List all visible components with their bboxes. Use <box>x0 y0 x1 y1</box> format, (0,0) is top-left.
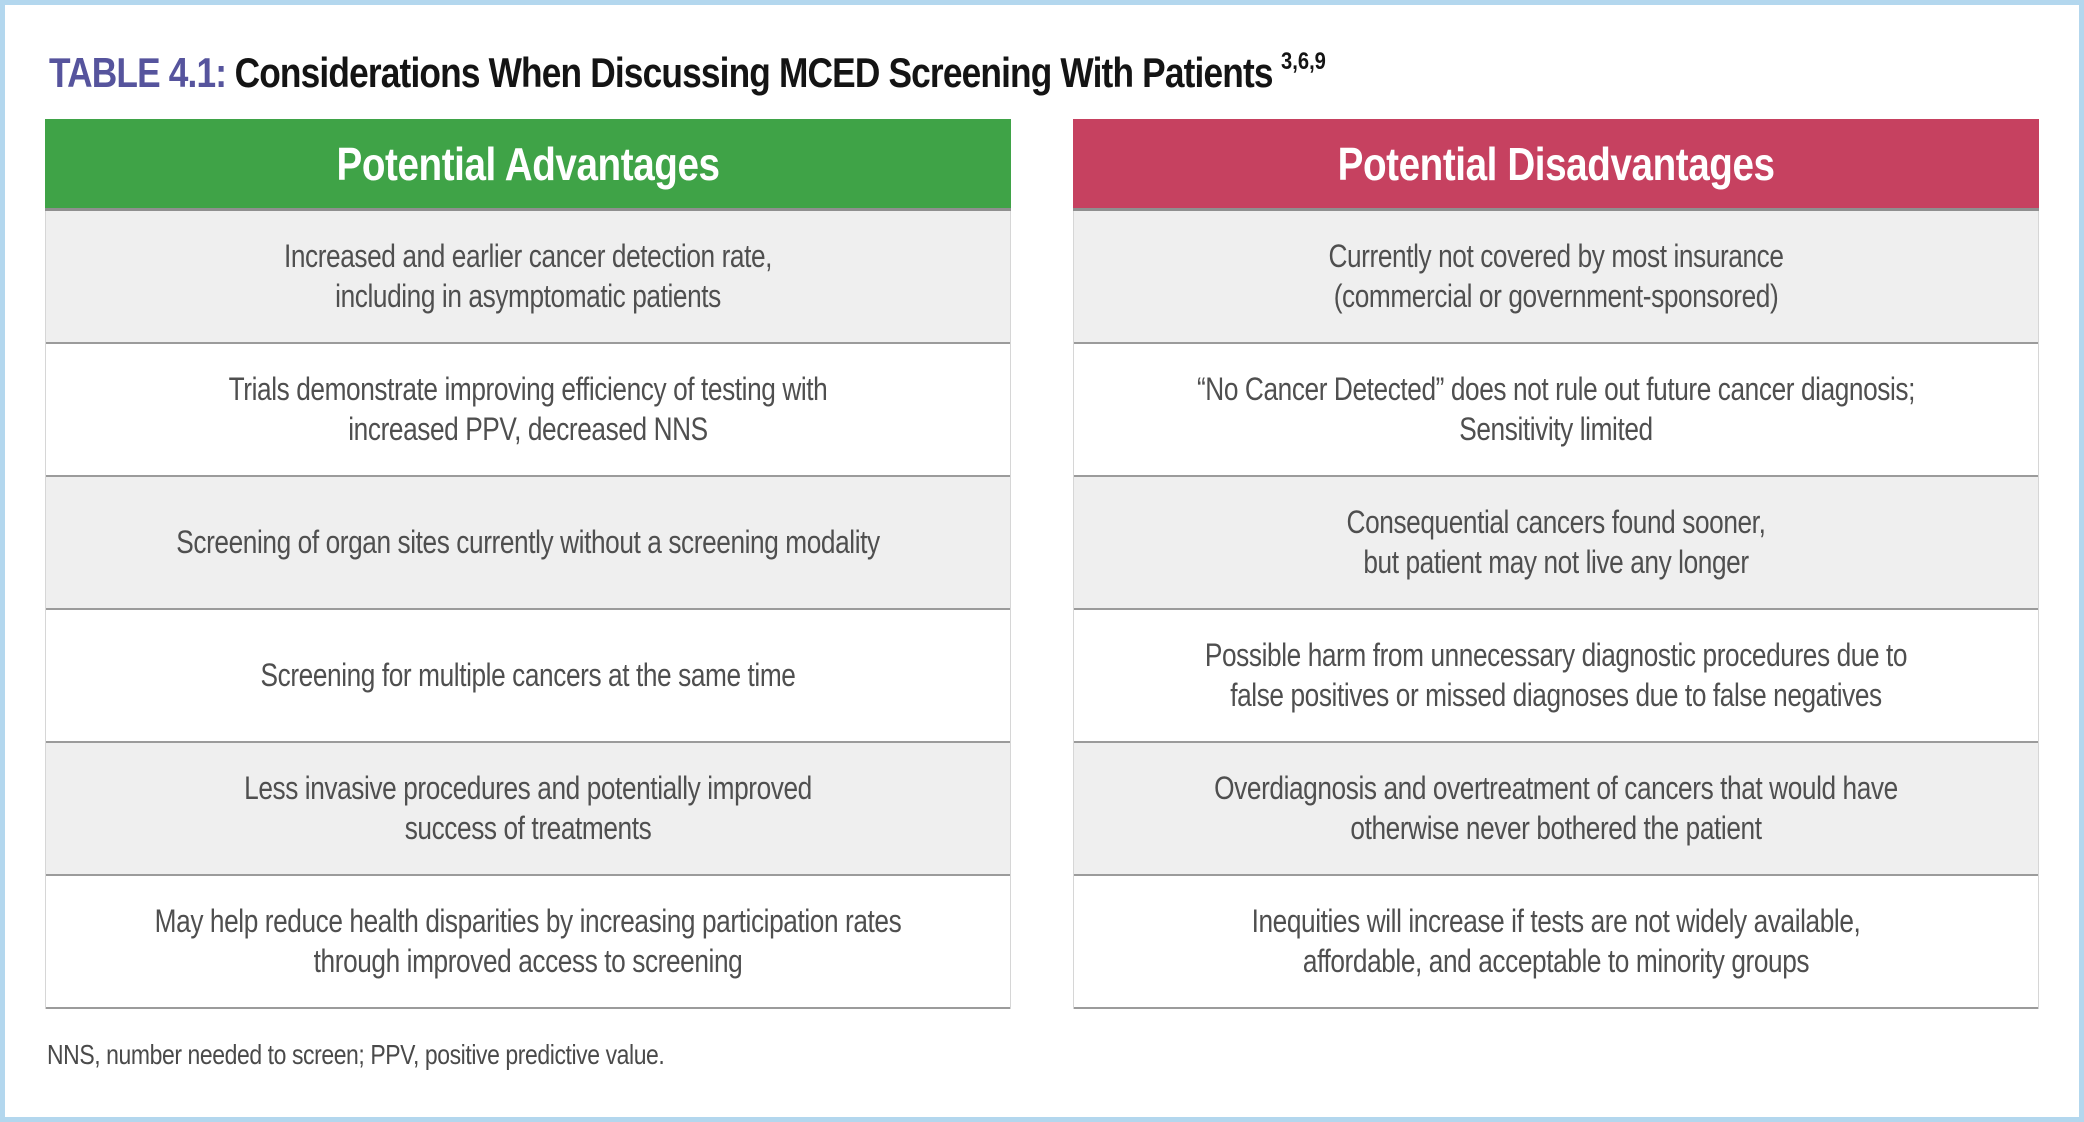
comparison-table: Potential Advantages Increased and earli… <box>45 119 2039 1009</box>
advantage-cell: May help reduce health disparities by in… <box>154 903 902 979</box>
disadvantages-column: Potential Disadvantages Currently not co… <box>1073 119 2039 1009</box>
advantage-cell: Less invasive procedures and potentially… <box>244 770 812 846</box>
table-row: Overdiagnosis and overtreatment of cance… <box>1074 743 2038 876</box>
page-title: TABLE 4.1: Considerations When Discussing… <box>49 31 1721 96</box>
table-row: Trials demonstrate improving efficiency … <box>46 344 1010 477</box>
advantages-column: Potential Advantages Increased and earli… <box>45 119 1011 1009</box>
disadvantage-cell: Inequities will increase if tests are no… <box>1251 903 1861 979</box>
disadvantage-cell: Possible harm from unnecessary diagnosti… <box>1204 637 1908 713</box>
table-title-text: Considerations When Discussing MCED Scre… <box>234 49 1274 96</box>
advantage-cell: Screening for multiple cancers at the sa… <box>260 656 796 693</box>
title-superscript-references: 3,6,9 <box>1281 48 1326 75</box>
table-row: Currently not covered by most insurance … <box>1074 211 2038 344</box>
advantages-header-label: Potential Advantages <box>336 137 720 190</box>
table-row: “No Cancer Detected” does not rule out f… <box>1074 344 2038 477</box>
advantages-rows: Increased and earlier cancer detection r… <box>45 211 1011 1009</box>
table-row: May help reduce health disparities by in… <box>46 876 1010 1009</box>
table-number-label: TABLE 4.1: <box>49 49 227 96</box>
table-row: Inequities will increase if tests are no… <box>1074 876 2038 1009</box>
table-row: Consequential cancers found sooner, but … <box>1074 477 2038 610</box>
table-row: Increased and earlier cancer detection r… <box>46 211 1010 344</box>
table-row: Screening for multiple cancers at the sa… <box>46 610 1010 743</box>
advantage-cell: Increased and earlier cancer detection r… <box>283 238 773 314</box>
table-row: Less invasive procedures and potentially… <box>46 743 1010 876</box>
disadvantages-header-label: Potential Disadvantages <box>1337 137 1775 190</box>
disadvantages-header: Potential Disadvantages <box>1073 119 2039 211</box>
abbreviations-footnote: NNS, number needed to screen; PPV, posit… <box>47 1039 665 1070</box>
disadvantage-cell: Consequential cancers found sooner, but … <box>1346 504 1766 580</box>
advantages-header: Potential Advantages <box>45 119 1011 211</box>
disadvantages-rows: Currently not covered by most insurance … <box>1073 211 2039 1009</box>
advantage-cell: Screening of organ sites currently witho… <box>176 523 880 560</box>
disadvantage-cell: “No Cancer Detected” does not rule out f… <box>1196 371 1916 447</box>
disadvantage-cell: Overdiagnosis and overtreatment of cance… <box>1214 770 1898 846</box>
disadvantage-cell: Currently not covered by most insurance … <box>1328 238 1784 314</box>
advantage-cell: Trials demonstrate improving efficiency … <box>228 371 828 447</box>
table-row: Possible harm from unnecessary diagnosti… <box>1074 610 2038 743</box>
table-row: Screening of organ sites currently witho… <box>46 477 1010 610</box>
